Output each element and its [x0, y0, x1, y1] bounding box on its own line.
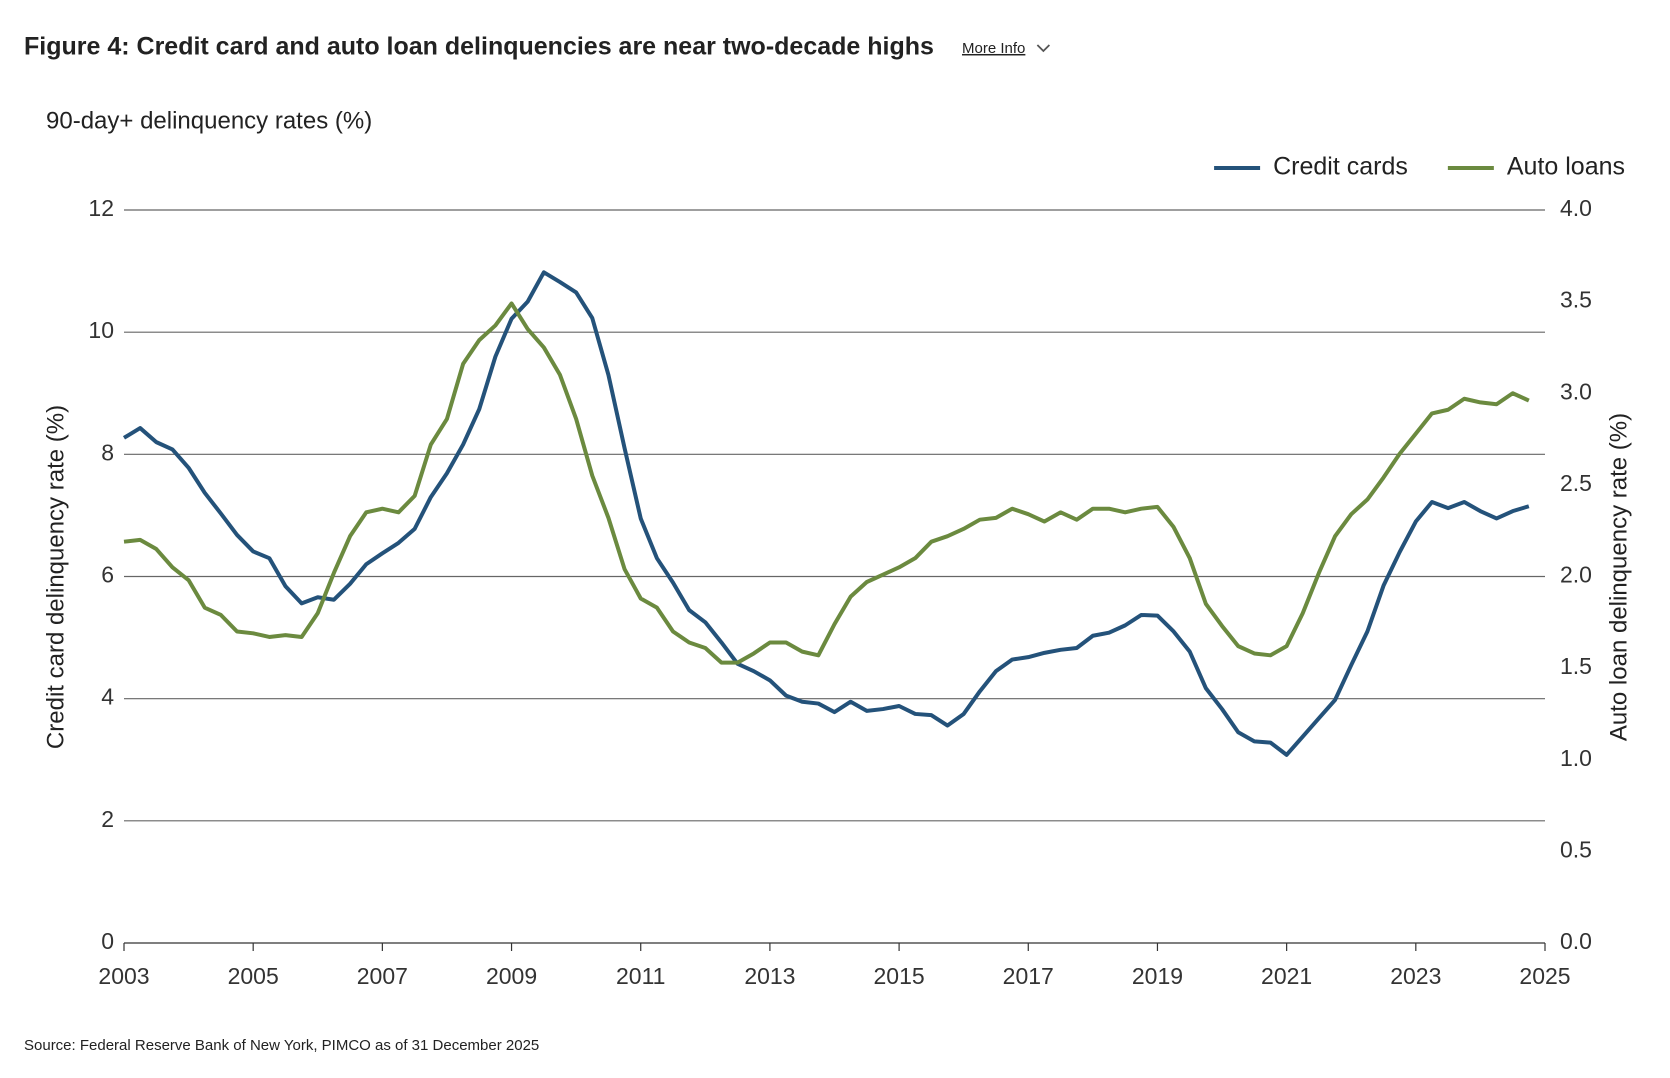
y-tick-label: 8 — [101, 439, 114, 465]
y2-tick-label: 2.5 — [1560, 470, 1592, 496]
y2-tick-label: 1.0 — [1560, 745, 1592, 771]
y-tick-label: 0 — [101, 928, 114, 954]
x-tick-label: 2023 — [1390, 963, 1441, 989]
y-tick-label: 10 — [88, 317, 114, 343]
y-axis-title: Credit card delinquency rate (%) — [42, 405, 69, 749]
y2-tick-label: 3.0 — [1560, 378, 1592, 404]
data-line — [123, 301, 1530, 665]
y-tick-label: 2 — [101, 806, 114, 832]
x-tick-label: 2025 — [1519, 963, 1570, 989]
more-info-link[interactable]: More Info — [962, 40, 1025, 57]
y2-tick-label: 2.0 — [1560, 562, 1592, 588]
y2-tick-label: 0.0 — [1560, 928, 1592, 954]
legend-label: Auto loans — [1507, 153, 1625, 181]
y2-tick-label: 3.5 — [1560, 287, 1592, 313]
legend-label: Credit cards — [1273, 153, 1408, 181]
source-note: Source: Federal Reserve Bank of New York… — [24, 1037, 539, 1054]
y2-tick-label: 1.5 — [1560, 653, 1592, 679]
x-tick-label: 2013 — [744, 963, 795, 989]
y-tick-label: 6 — [101, 562, 114, 588]
x-tick-label: 2007 — [357, 963, 408, 989]
x-tick-label: 2003 — [98, 963, 149, 989]
subtitle: 90-day+ delinquency rates (%) — [46, 107, 372, 134]
x-tick-label: 2005 — [228, 963, 279, 989]
x-tick-label: 2011 — [616, 963, 665, 989]
x-tick-label: 2021 — [1261, 963, 1312, 989]
chart-title: Figure 4: Credit card and auto loan deli… — [24, 33, 934, 61]
y2-tick-label: 4.0 — [1560, 195, 1592, 221]
y2-axis-title: Auto loan delinquency rate (%) — [1605, 413, 1632, 741]
data-line — [122, 270, 1530, 757]
x-tick-label: 2015 — [874, 963, 925, 989]
chevron-icon[interactable] — [1036, 44, 1051, 53]
x-tick-label: 2019 — [1132, 963, 1183, 989]
y2-tick-label: 0.5 — [1560, 836, 1592, 862]
y-tick-label: 12 — [88, 195, 114, 221]
x-tick-label: 2009 — [486, 963, 537, 989]
x-tick-label: 2017 — [1003, 963, 1054, 989]
y-tick-label: 4 — [101, 684, 114, 710]
